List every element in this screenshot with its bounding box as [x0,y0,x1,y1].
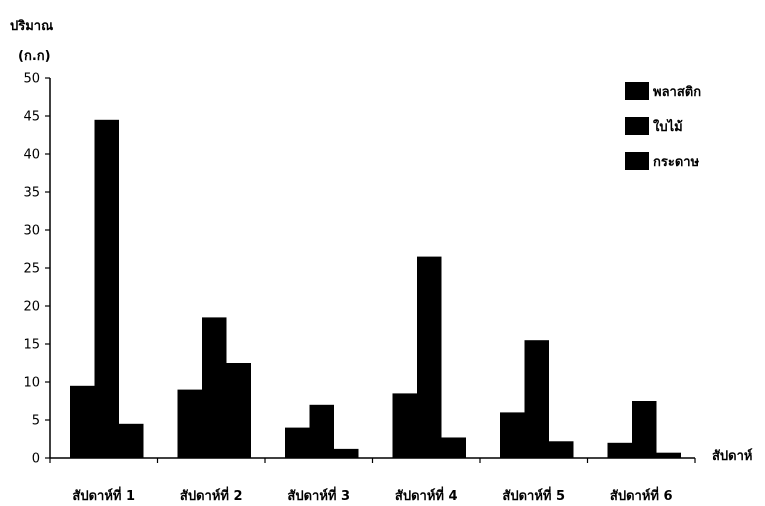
legend-swatch [625,82,649,100]
bar [119,423,144,458]
x-tick-label: สัปดาห์ที่ 5 [502,486,565,504]
bar [70,385,95,458]
bar [441,437,466,458]
y-tick-label: 0 [32,452,40,467]
bar [392,393,417,458]
y-tick-label: 20 [23,300,40,315]
y-tick-label: 30 [23,224,40,239]
bar [285,427,310,458]
bar [226,363,251,458]
legend-label: พลาสติก [653,85,701,100]
y-tick-label: 40 [23,148,40,163]
y-tick-label: 5 [32,414,40,429]
y-tick-label: 25 [23,262,40,277]
x-tick-label: สัปดาห์ที่ 3 [287,486,350,504]
bar [94,119,119,459]
bar [549,441,574,458]
bar [202,317,227,458]
x-tick-label: สัปดาห์ที่ 6 [610,486,673,504]
bar [417,256,442,458]
bar [632,401,657,458]
bar [656,452,681,458]
legend-label: ใบไม้ [653,118,683,135]
x-tick-label: สัปดาห์ที่ 1 [72,486,135,504]
bar [334,448,359,458]
x-axis-title: สัปดาห์ [712,448,753,464]
bar [524,340,549,458]
legend-swatch [625,117,649,135]
y-tick-label: 35 [23,186,40,201]
legend-swatch [625,152,649,170]
bar [607,442,632,458]
bars [70,119,681,459]
y-axis-title: ปริมาณ [10,19,53,34]
axes: 0 5 10 15 20 25 30 35 40 45 50 สัปดาห์ที่ 1 สัปดาห์ท… [23,72,696,504]
legend-label: กระดาษ [653,155,700,170]
y-tick-label: 45 [23,110,40,125]
y-tick-label: 10 [23,376,40,391]
y-axis-unit: (ก.ก) [18,49,51,64]
bar [500,412,525,458]
x-tick-label: สัปดาห์ที่ 2 [180,486,243,504]
y-tick-label: 50 [23,72,40,87]
bar [309,404,334,458]
y-tick-label: 15 [23,338,40,353]
bar [177,389,202,458]
x-tick-label: สัปดาห์ที่ 4 [395,486,458,504]
